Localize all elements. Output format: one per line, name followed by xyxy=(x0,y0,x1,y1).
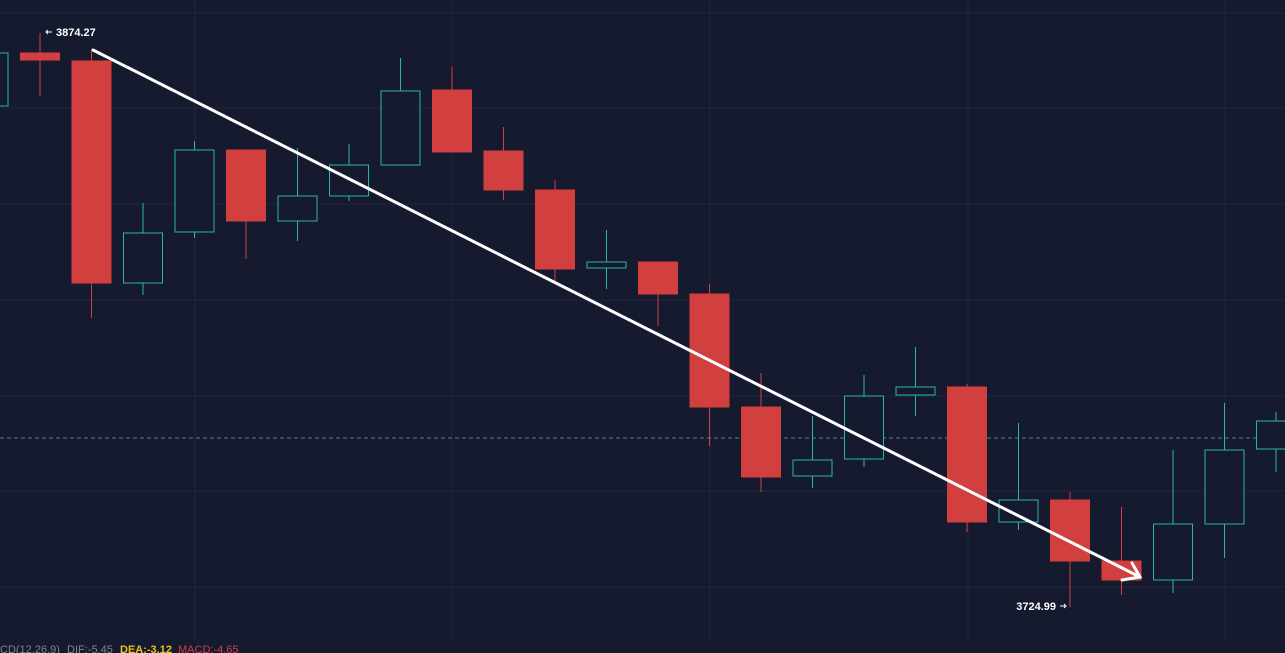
high-marker: 3874.27 xyxy=(56,27,96,39)
candle-body xyxy=(998,499,1039,523)
candle-body xyxy=(226,149,266,222)
candle-body xyxy=(535,189,575,270)
candle-body xyxy=(380,90,421,166)
indicator-macd: MACD:-4.65 xyxy=(178,644,239,653)
candle-body xyxy=(20,52,60,61)
candle-body xyxy=(174,149,215,233)
arrow-head xyxy=(1120,561,1143,582)
low-marker: 3724.99 xyxy=(1016,601,1056,613)
indicator-legend: CD(12,26,9) DIF:-5.45 DEA:-3.12 MACD:-4.65 xyxy=(0,644,239,653)
candle-body xyxy=(71,60,112,284)
trend-line xyxy=(91,48,1140,578)
candle-body xyxy=(586,261,627,269)
candle-body xyxy=(947,386,987,523)
candle-body xyxy=(1050,499,1090,562)
candle-body xyxy=(689,293,730,408)
candle-body xyxy=(844,395,884,460)
marker-arrow xyxy=(45,29,49,35)
candle-body xyxy=(432,89,472,153)
candle-body xyxy=(1153,523,1193,581)
candle-body xyxy=(123,232,163,284)
candle-body xyxy=(0,52,9,107)
candle-body xyxy=(1256,420,1285,450)
candle-body xyxy=(483,150,524,191)
candle-body xyxy=(741,406,781,478)
candle-body xyxy=(792,459,833,477)
candles xyxy=(0,32,1285,608)
candle-body xyxy=(638,261,678,295)
indicator-dea: DEA:-3.12 xyxy=(120,644,172,653)
candle-body xyxy=(1204,449,1245,525)
candle-body xyxy=(895,386,936,396)
candle-body xyxy=(277,195,318,222)
trend-arrow xyxy=(91,48,1143,582)
marker-arrow xyxy=(1063,603,1067,609)
indicator-name: CD(12,26,9) xyxy=(0,644,60,653)
indicator-dif: DIF:-5.45 xyxy=(67,644,113,653)
